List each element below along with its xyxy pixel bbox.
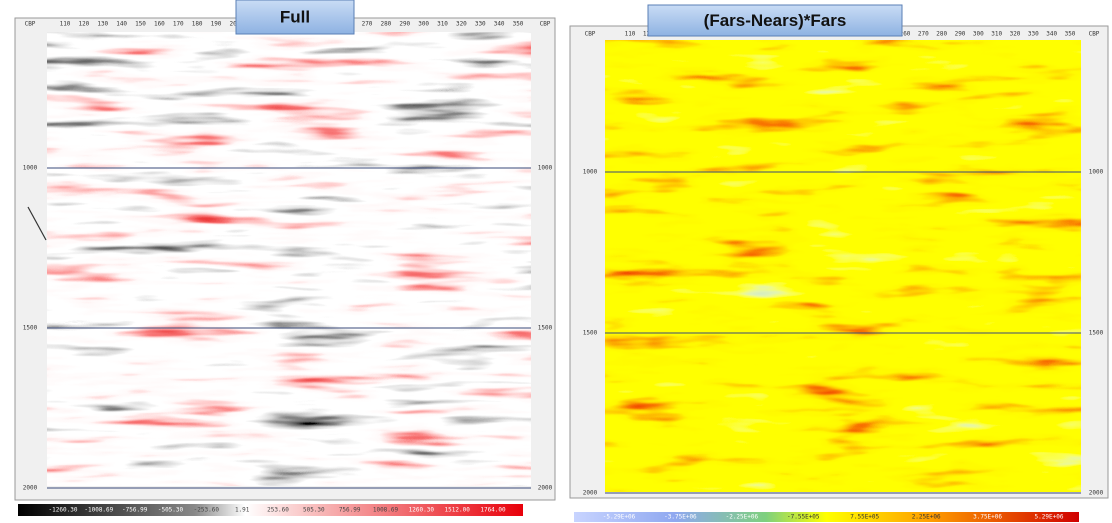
colorbar-label: 1008.69 bbox=[373, 507, 399, 514]
top-tick-label: 120 bbox=[78, 21, 89, 28]
depth-label: 1500 bbox=[1089, 330, 1104, 337]
axis-end-label: CBP bbox=[25, 21, 36, 28]
axis-end-label: CBP bbox=[540, 21, 551, 28]
depth-label: 1000 bbox=[538, 165, 553, 172]
depth-label: 1000 bbox=[1089, 169, 1104, 176]
title-box bbox=[235, 0, 355, 35]
panel: CBPCBP1101201301401501601701801902002102… bbox=[18, 0, 553, 516]
top-tick-label: 350 bbox=[513, 21, 524, 28]
panel-title: (Fars-Nears)*Fars bbox=[704, 11, 847, 30]
colorbar-label: 1260.30 bbox=[409, 507, 435, 514]
top-tick-label: 200 bbox=[229, 21, 240, 28]
colorbar bbox=[574, 512, 1079, 522]
colorbar-label: 7.55E+05 bbox=[850, 514, 879, 521]
depth-label: 1500 bbox=[583, 330, 598, 337]
depth-label: 1500 bbox=[23, 325, 38, 332]
top-tick-label: 300 bbox=[973, 31, 984, 38]
colorbar-label: -3.75E+06 bbox=[664, 514, 697, 521]
attribute-section bbox=[605, 40, 1081, 492]
top-tick-label: 270 bbox=[918, 31, 929, 38]
colorbar-label: 5.29E+06 bbox=[1035, 514, 1064, 521]
depth-label: 2000 bbox=[23, 485, 38, 492]
top-tick-label: 330 bbox=[1028, 31, 1039, 38]
colorbar-label: 2.25E+06 bbox=[912, 514, 941, 521]
colorbar-label: 505.30 bbox=[303, 507, 325, 514]
colorbar-label: -7.55E+05 bbox=[787, 514, 820, 521]
colorbar-label: -505.30 bbox=[158, 507, 184, 514]
colorbar-label: -2.25E+06 bbox=[726, 514, 759, 521]
top-tick-label: 270 bbox=[362, 21, 373, 28]
depth-label: 1000 bbox=[583, 169, 598, 176]
top-tick-label: 150 bbox=[135, 21, 146, 28]
top-tick-label: 300 bbox=[418, 21, 429, 28]
top-tick-label: 310 bbox=[991, 31, 1002, 38]
panel-title: Full bbox=[280, 7, 310, 26]
axis-end-label: CBP bbox=[585, 31, 596, 38]
top-tick-label: 290 bbox=[399, 21, 410, 28]
colorbar-label: -5.29E+06 bbox=[603, 514, 636, 521]
colorbar-label: -1008.69 bbox=[84, 507, 113, 514]
top-tick-label: 130 bbox=[97, 21, 108, 28]
depth-label: 1500 bbox=[538, 325, 553, 332]
colorbar-label: 253.60 bbox=[267, 507, 289, 514]
top-tick-label: 140 bbox=[116, 21, 127, 28]
pointer-line bbox=[27, 206, 47, 241]
colorbar-label: 1764.00 bbox=[480, 507, 506, 514]
colorbar bbox=[18, 504, 523, 516]
colorbar-label: 1512.00 bbox=[445, 507, 471, 514]
top-tick-label: 340 bbox=[494, 21, 505, 28]
seismic-section bbox=[47, 32, 531, 486]
colorbar-label: -253.60 bbox=[194, 507, 220, 514]
title-box bbox=[647, 4, 903, 37]
top-tick-label: 160 bbox=[154, 21, 165, 28]
top-tick-label: 320 bbox=[456, 21, 467, 28]
top-tick-label: 110 bbox=[60, 21, 71, 28]
top-tick-label: 110 bbox=[625, 31, 636, 38]
depth-label: 2000 bbox=[538, 485, 553, 492]
top-tick-label: 320 bbox=[1010, 31, 1021, 38]
top-tick-label: 280 bbox=[936, 31, 947, 38]
top-tick-label: 170 bbox=[173, 21, 184, 28]
colorbar-label: -1260.30 bbox=[49, 507, 78, 514]
top-tick-label: 260 bbox=[900, 31, 911, 38]
axis-end-label: CBP bbox=[1089, 31, 1100, 38]
colorbar-label: -756.99 bbox=[122, 507, 148, 514]
colorbar-label: 756.99 bbox=[339, 507, 361, 514]
top-tick-label: 330 bbox=[475, 21, 486, 28]
colorbar-label: 3.75E+06 bbox=[973, 514, 1002, 521]
top-tick-label: 340 bbox=[1046, 31, 1057, 38]
top-tick-label: 310 bbox=[437, 21, 448, 28]
depth-label: 2000 bbox=[583, 490, 598, 497]
top-tick-label: 190 bbox=[211, 21, 222, 28]
top-tick-label: 290 bbox=[955, 31, 966, 38]
top-tick-label: 280 bbox=[380, 21, 391, 28]
panel: CBPCBP1101201301401501601701801902002102… bbox=[574, 4, 1104, 522]
depth-label: 1000 bbox=[23, 165, 38, 172]
depth-label: 2000 bbox=[1089, 490, 1104, 497]
top-tick-label: 350 bbox=[1065, 31, 1076, 38]
colorbar-label: 1.91 bbox=[235, 507, 250, 514]
top-tick-label: 180 bbox=[192, 21, 203, 28]
